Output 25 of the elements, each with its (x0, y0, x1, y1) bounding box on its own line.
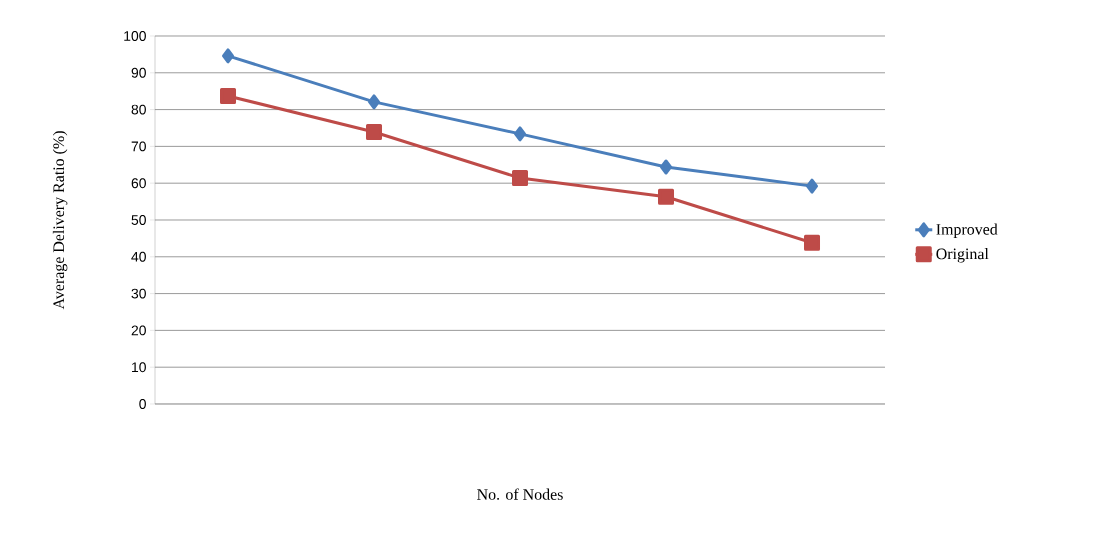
legend-label: Original (936, 248, 989, 263)
y-axis-title: Average Delivery Ratio (%) (52, 131, 68, 310)
point (368, 94, 381, 110)
y-tick-label: 0 (139, 399, 146, 409)
y-tick-label: 70 (131, 141, 146, 152)
y-tick-label: 80 (131, 104, 146, 115)
y-tick-label: 90 (131, 67, 146, 78)
legend-label: Improved (936, 223, 998, 238)
point (366, 124, 383, 141)
point (514, 126, 527, 142)
y-tick-label: 10 (132, 362, 146, 373)
y-tick-label: 100 (124, 31, 146, 41)
y-tick-label: 20 (131, 325, 146, 336)
y-tick-label: 60 (131, 178, 146, 189)
point (660, 159, 673, 175)
point (806, 178, 819, 194)
y-tick-label: 30 (131, 288, 146, 299)
point (804, 234, 821, 251)
point (220, 87, 237, 104)
point (658, 188, 675, 205)
x-axis-title: No. of Nodes (477, 488, 563, 500)
y-tick-label: 50 (131, 215, 146, 225)
point (512, 170, 529, 187)
y-tick-label: 40 (131, 251, 146, 262)
point (222, 48, 235, 64)
